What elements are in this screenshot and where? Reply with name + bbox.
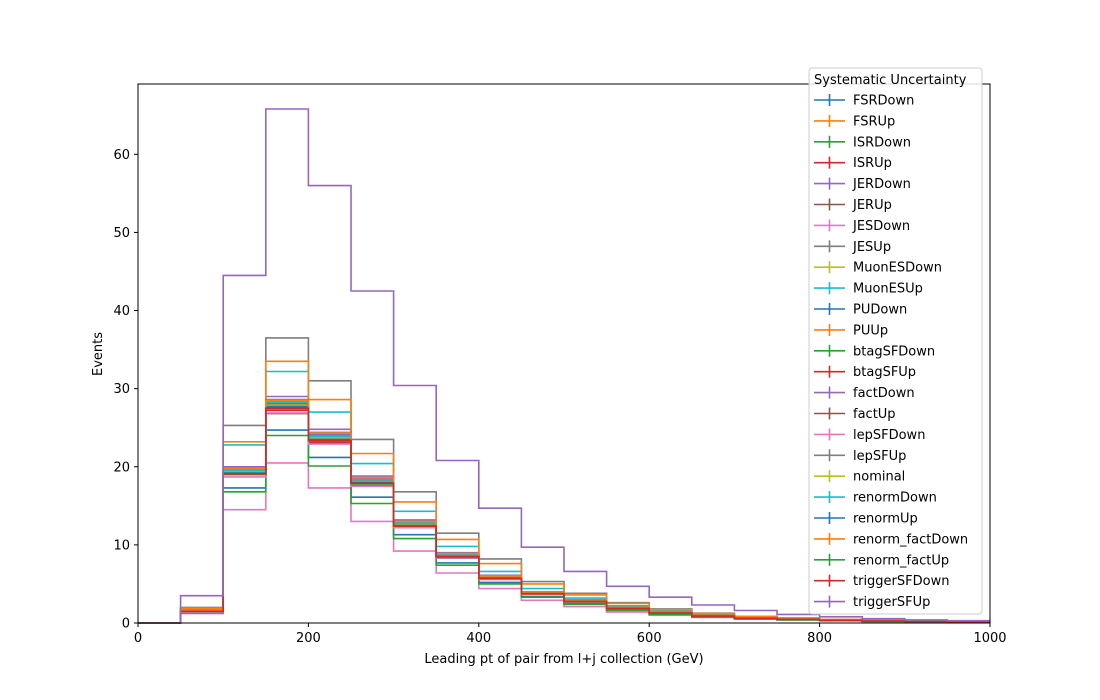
x-axis: 0 200 400 600 800 1000 bbox=[134, 623, 1007, 646]
legend-box bbox=[808, 67, 983, 615]
x-tick-label: 800 bbox=[807, 631, 832, 646]
plot-frame bbox=[137, 83, 991, 624]
legend-label: PUUp bbox=[853, 323, 888, 338]
legend-entry: lepSFUp bbox=[814, 449, 906, 464]
legend-label: MuonESUp bbox=[853, 282, 923, 297]
legend-entry: renorm_factUp bbox=[814, 553, 949, 568]
x-axis-label: Leading pt of pair from l+j collection (… bbox=[424, 652, 703, 667]
y-tick-label: 30 bbox=[113, 382, 130, 397]
legend-entry: JERDown bbox=[814, 177, 911, 192]
legend-entry: JERUp bbox=[814, 198, 892, 213]
x-tick-label: 200 bbox=[296, 631, 321, 646]
y-axis-label: Events bbox=[91, 332, 106, 376]
legend-label: lepSFDown bbox=[853, 428, 925, 443]
y-tick-label: 0 bbox=[122, 617, 130, 632]
legend-label: MuonESDown bbox=[853, 261, 942, 276]
legend-label: JESUp bbox=[852, 240, 891, 255]
legend-label: FSRDown bbox=[853, 94, 914, 109]
series-layer bbox=[138, 108, 990, 624]
legend-entry: nominal bbox=[814, 470, 905, 485]
legend-label: JESDown bbox=[852, 219, 910, 234]
x-tick-label: 0 bbox=[134, 631, 142, 646]
legend-label: ISRUp bbox=[853, 156, 892, 171]
legend-entry: lepSFDown bbox=[814, 428, 925, 443]
legend-entry: MuonESDown bbox=[814, 261, 942, 276]
legend-entry: ISRUp bbox=[814, 156, 892, 171]
legend-label: JERUp bbox=[852, 198, 892, 213]
legend-entry: triggerSFUp bbox=[814, 595, 930, 610]
legend-label: triggerSFDown bbox=[853, 574, 949, 589]
legend-entry: PUDown bbox=[814, 303, 907, 318]
legend-entry: factUp bbox=[814, 407, 896, 422]
legend-label: renormUp bbox=[853, 512, 918, 527]
legend-entry: renorm_factDown bbox=[814, 532, 968, 547]
legend-label: renormDown bbox=[853, 491, 937, 506]
legend-items: FSRDown FSRUp ISRDown ISRUp JERDown JERUp JESD… bbox=[814, 94, 968, 610]
legend-entry: triggerSFDown bbox=[814, 574, 949, 589]
legend: Systematic Uncertainty FSRDown FSRUp ISRDo… bbox=[808, 67, 983, 615]
legend-entry: factDown bbox=[814, 386, 915, 401]
x-tick-label: 1000 bbox=[973, 631, 1006, 646]
legend-label: factDown bbox=[853, 386, 915, 401]
legend-title: Systematic Uncertainty bbox=[814, 73, 967, 88]
y-axis: 0 10 20 30 40 50 60 bbox=[113, 148, 138, 632]
series-triggerSFUp-step bbox=[138, 108, 990, 624]
legend-label: triggerSFUp bbox=[853, 595, 930, 610]
legend-label: ISRDown bbox=[853, 135, 911, 150]
legend-label: JERDown bbox=[852, 177, 911, 192]
y-tick-label: 40 bbox=[113, 304, 130, 319]
legend-label: btagSFUp bbox=[853, 365, 916, 380]
legend-entry: MuonESUp bbox=[814, 282, 923, 297]
legend-entry: renormDown bbox=[814, 491, 937, 506]
legend-label: PUDown bbox=[853, 303, 907, 318]
legend-entry: btagSFUp bbox=[814, 365, 916, 380]
legend-label: FSRUp bbox=[853, 114, 895, 129]
legend-label: nominal bbox=[853, 470, 905, 485]
x-tick-label: 600 bbox=[637, 631, 662, 646]
legend-entry: btagSFDown bbox=[814, 344, 935, 359]
legend-entry: FSRDown bbox=[814, 94, 914, 109]
legend-entry: renormUp bbox=[814, 512, 918, 527]
legend-label: renorm_factDown bbox=[853, 532, 968, 547]
legend-entry: JESDown bbox=[814, 219, 910, 234]
legend-entry: FSRUp bbox=[814, 114, 895, 129]
legend-entry: JESUp bbox=[814, 240, 891, 255]
legend-label: btagSFDown bbox=[853, 344, 935, 359]
x-tick-label: 400 bbox=[466, 631, 491, 646]
legend-label: factUp bbox=[853, 407, 896, 422]
y-tick-label: 10 bbox=[113, 538, 130, 553]
legend-entry: ISRDown bbox=[814, 135, 911, 150]
y-tick-label: 50 bbox=[113, 226, 130, 241]
y-tick-label: 20 bbox=[113, 460, 130, 475]
legend-entry: PUUp bbox=[814, 323, 888, 338]
legend-label: lepSFUp bbox=[853, 449, 906, 464]
legend-label: renorm_factUp bbox=[853, 553, 949, 568]
y-tick-label: 60 bbox=[113, 148, 130, 163]
series-triggerSFDown-step bbox=[138, 407, 990, 624]
